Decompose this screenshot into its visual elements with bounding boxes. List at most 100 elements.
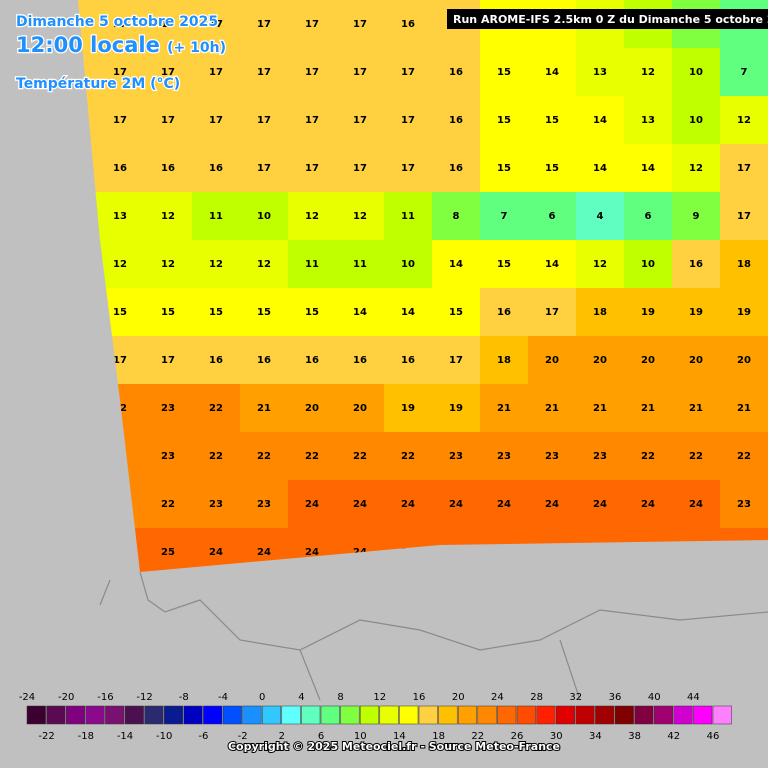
scale-tick-label: 22 [471,731,484,742]
temperature-value: 11 [305,259,319,270]
scale-tick-label: 14 [393,731,406,742]
temperature-cell [240,480,288,528]
temperature-value: 17 [401,163,415,174]
temperature-cell [240,240,288,288]
temperature-cell [144,288,192,336]
temperature-cell [336,336,384,384]
temperature-value: 17 [737,163,751,174]
temperature-cell [432,336,480,384]
temperature-cell [432,144,480,192]
scale-tick-label: -6 [198,731,208,742]
temperature-value: 14 [593,115,607,126]
scale-tick-label: 4 [298,692,304,703]
date: Dimanche 5 octobre 2025 [16,14,218,30]
temperature-value: 7 [741,67,748,78]
temperature-value: 17 [305,115,319,126]
temperature-value: 14 [593,163,607,174]
temperature-value: 18 [737,259,751,270]
temperature-cell [624,432,672,480]
temperature-value: 16 [449,115,463,126]
temperature-cell [384,432,432,480]
temperature-value: 17 [161,67,175,78]
temperature-value: 21 [257,403,271,414]
temperature-cell [192,96,240,144]
temperature-value: 16 [689,259,703,270]
temperature-value: 16 [497,307,511,318]
temperature-value: 14 [641,163,655,174]
temperature-cell [240,96,288,144]
temperature-value: 10 [689,115,703,126]
scale-tick-label: 12 [373,692,386,703]
temperature-cell [624,192,672,240]
scale-swatch [203,705,223,725]
temperature-cell [720,288,768,336]
temperature-value: 20 [737,355,751,366]
scale-tick-label: -24 [19,692,35,703]
temperature-cell [480,48,528,96]
temperature-value: 20 [353,403,367,414]
temperature-value: 12 [689,163,703,174]
scale-swatch [595,705,615,725]
temperature-value: 23 [497,451,511,462]
temperature-cell [288,0,336,48]
temperature-cell [288,240,336,288]
temperature-value: 16 [209,163,223,174]
temperature-cell [432,96,480,144]
temperature-value: 6 [645,211,652,222]
temperature-cell [96,0,144,48]
temperature-value: 12 [641,67,655,78]
scale-swatch [281,705,301,725]
scale-swatch [457,705,478,725]
scale-swatch [614,705,634,725]
temperature-value: 16 [449,163,463,174]
temperature-cell [480,288,528,336]
temperature-cell [432,192,480,240]
temperature-value: 23 [545,451,559,462]
temperature-cell [720,336,768,384]
scale-tick-label: 30 [550,731,563,742]
scale-tick-label: 16 [413,692,426,703]
temperature-value: 22 [641,451,655,462]
temperature-cell [144,144,192,192]
scale-tick-label: -18 [78,731,94,742]
temperature-value: 17 [161,19,175,30]
temperature-cell [576,384,624,432]
temperature-cell [288,432,336,480]
scale-swatch [536,705,556,725]
temperature-value: 23 [737,499,751,510]
temperature-cell [480,480,528,528]
scale-swatch [301,705,321,725]
temperature-value: 4 [597,211,604,222]
temperature-value: 10 [257,211,271,222]
temperature-cell [624,48,672,96]
temperature-value: 14 [545,259,559,270]
temperature-value: 11 [209,211,223,222]
temperature-cell [96,144,144,192]
temperature-cell [192,288,240,336]
temperature-value: 21 [737,403,751,414]
temperature-value: 22 [257,451,271,462]
temperature-value: 15 [545,115,559,126]
temperature-value: 17 [401,67,415,78]
temperature-cell [720,240,768,288]
temperature-cell [336,48,384,96]
temperature-cell [384,336,432,384]
temperature-cell [192,240,240,288]
temperature-cell [528,480,576,528]
scale-tick-label: 34 [589,731,602,742]
temperature-value: 14 [401,307,415,318]
scale-tick-label: -20 [58,692,74,703]
temperature-cell [384,288,432,336]
temperature-value: 10 [641,259,655,270]
temperature-value: 23 [449,451,463,462]
temperature-value: 24 [689,499,703,510]
temperature-value: 24 [305,499,319,510]
temperature-cell [336,480,384,528]
scale-swatch [46,705,66,725]
scale-swatch [634,705,654,725]
temperature-value: 22 [305,451,319,462]
scale-swatch [438,705,458,725]
temperature-cell [192,48,240,96]
temperature-cell [624,288,672,336]
temperature-cell [576,144,624,192]
